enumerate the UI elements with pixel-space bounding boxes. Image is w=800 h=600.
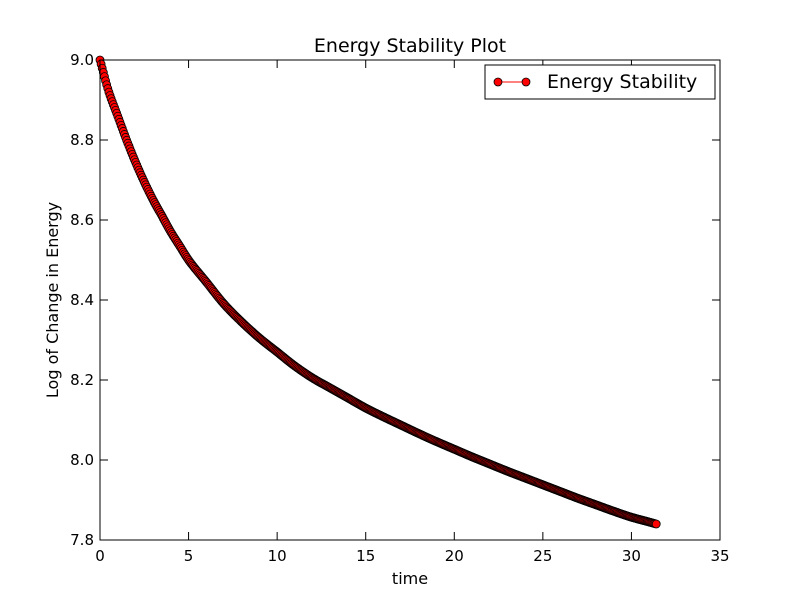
- x-tick-label: 15: [356, 547, 375, 565]
- y-tick-label: 8.4: [70, 291, 94, 309]
- x-tick-label: 20: [445, 547, 464, 565]
- legend-label: Energy Stability: [547, 71, 697, 93]
- y-axis: 7.8 8.0 8.2 8.4 8.6 8.8 9.0: [70, 51, 720, 549]
- x-tick-label: 0: [95, 547, 105, 565]
- x-tick-label: 25: [533, 547, 552, 565]
- y-tick-label: 8.2: [70, 371, 94, 389]
- y-tick-label: 7.8: [70, 531, 94, 549]
- legend-marker-left: [493, 77, 503, 87]
- legend: Energy Stability: [484, 64, 716, 100]
- y-tick-label: 8.6: [70, 211, 94, 229]
- y-tick-label: 8.8: [70, 131, 94, 149]
- x-tick-label: 35: [710, 547, 729, 565]
- x-tick-label: 5: [184, 547, 194, 565]
- y-tick-label: 8.0: [70, 451, 94, 469]
- plot-area: [100, 60, 720, 540]
- x-axis-label: time: [392, 569, 428, 588]
- y-axis-label: Log of Change in Energy: [43, 202, 62, 398]
- x-tick-label: 10: [268, 547, 287, 565]
- x-tick-label: 30: [622, 547, 641, 565]
- chart-title: Energy Stability Plot: [314, 35, 506, 57]
- data-point: [651, 519, 661, 529]
- y-tick-label: 9.0: [70, 51, 94, 69]
- series-layer: [95, 55, 661, 529]
- legend-marker-right: [521, 77, 531, 87]
- x-axis: 0 5 10 15 20 25 30 35: [95, 60, 730, 565]
